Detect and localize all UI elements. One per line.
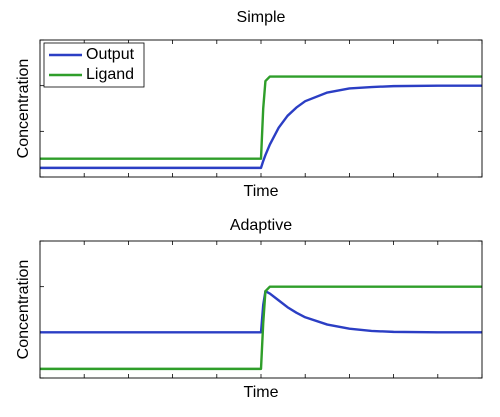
- legend-box: [43, 42, 145, 88]
- plot-frame: [39, 39, 483, 178]
- y-axis-label: Concentration: [15, 59, 32, 159]
- chart-title: Simple: [237, 9, 286, 26]
- line-series: [40, 290, 482, 334]
- y-axis-label: Concentration: [15, 260, 32, 360]
- legend-label: Ligand: [86, 66, 134, 83]
- x-axis-label: Time: [244, 384, 279, 401]
- line-series: [40, 75, 482, 160]
- x-axis-label: Time: [244, 183, 279, 200]
- legend-label: Output: [86, 46, 135, 63]
- line-series: [40, 285, 482, 371]
- chart-title: Adaptive: [230, 217, 292, 234]
- line-series: [40, 84, 482, 170]
- plot-frame: [39, 240, 483, 379]
